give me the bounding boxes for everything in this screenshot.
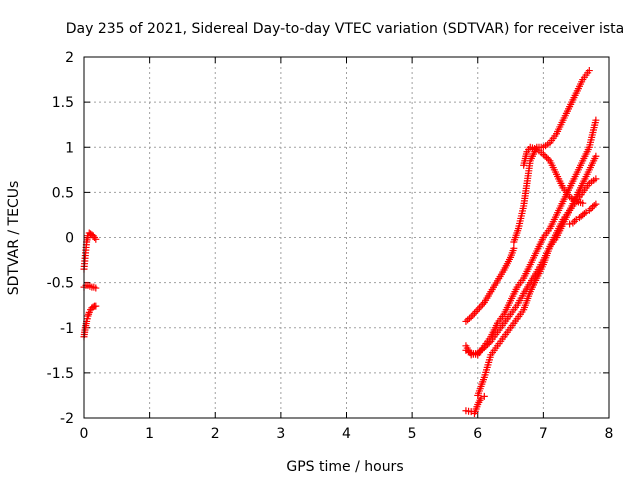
data-point xyxy=(585,67,593,75)
data-point xyxy=(510,244,518,252)
y-tick-label: 0.5 xyxy=(52,185,74,201)
data-point xyxy=(544,155,552,163)
x-axis-label: GPS time / hours xyxy=(286,459,403,475)
series-seg-early-b xyxy=(80,281,100,292)
y-tick-label: -1 xyxy=(60,321,74,337)
data-point xyxy=(566,220,574,228)
data-point xyxy=(590,201,598,209)
grid xyxy=(84,57,609,418)
data-point xyxy=(541,152,549,160)
series-seg-early-a xyxy=(80,229,100,273)
data-point xyxy=(587,205,595,213)
x-tick-label: 6 xyxy=(473,426,482,442)
y-tick-label: 1 xyxy=(65,140,74,156)
x-tick-label: 2 xyxy=(211,426,220,442)
data-point xyxy=(592,152,600,160)
series-seg-b xyxy=(510,67,593,246)
data-point xyxy=(475,304,483,312)
y-tick-label: -0.5 xyxy=(47,276,74,292)
x-tick-label: 8 xyxy=(605,426,614,442)
data-point xyxy=(92,302,100,310)
data-points xyxy=(80,67,600,417)
data-point xyxy=(477,302,485,310)
data-point xyxy=(592,175,600,183)
data-point xyxy=(484,340,492,348)
data-point xyxy=(585,206,593,214)
data-point xyxy=(580,210,588,218)
data-point xyxy=(592,200,600,208)
y-tick-label: 1.5 xyxy=(52,95,74,111)
data-point xyxy=(539,150,547,158)
data-point xyxy=(485,339,493,347)
data-point xyxy=(572,215,580,223)
data-point xyxy=(543,154,551,162)
data-point xyxy=(92,235,100,243)
y-tick-label: 0 xyxy=(65,231,74,247)
x-tick-label: 4 xyxy=(342,426,351,442)
chart-title: Day 235 of 2021, Sidereal Day-to-day VTE… xyxy=(66,21,624,37)
data-point xyxy=(480,344,488,352)
axis-ticks: 0 1 2 3 4 5 6 7 8 -2 -1.5 -1 -0.5 0 0.5 1 1.5 2 xyxy=(47,50,614,442)
x-tick-label: 5 xyxy=(408,426,417,442)
series-seg-f xyxy=(474,175,600,399)
y-tick-label: 2 xyxy=(65,50,74,66)
data-point xyxy=(579,199,587,207)
data-point xyxy=(480,392,488,400)
data-point xyxy=(474,306,482,314)
data-point xyxy=(92,284,100,292)
data-point xyxy=(469,311,477,319)
x-tick-label: 1 xyxy=(145,426,154,442)
series-seg-a xyxy=(462,244,518,325)
x-tick-label: 7 xyxy=(539,426,548,442)
y-tick-label: -1.5 xyxy=(47,366,74,382)
data-point xyxy=(470,309,478,317)
series-seg-g xyxy=(462,392,488,417)
plot-frame xyxy=(83,56,610,419)
x-tick-label: 3 xyxy=(276,426,285,442)
x-tick-label: 0 xyxy=(80,426,89,442)
y-tick-label: -2 xyxy=(60,411,74,427)
data-point xyxy=(472,308,480,316)
series-seg-h xyxy=(566,200,600,228)
data-point xyxy=(592,116,600,124)
series-seg-early-c xyxy=(80,302,100,341)
y-axis-label: SDTVAR / TECUs xyxy=(6,181,22,296)
data-point xyxy=(482,342,490,350)
data-point xyxy=(569,219,577,227)
